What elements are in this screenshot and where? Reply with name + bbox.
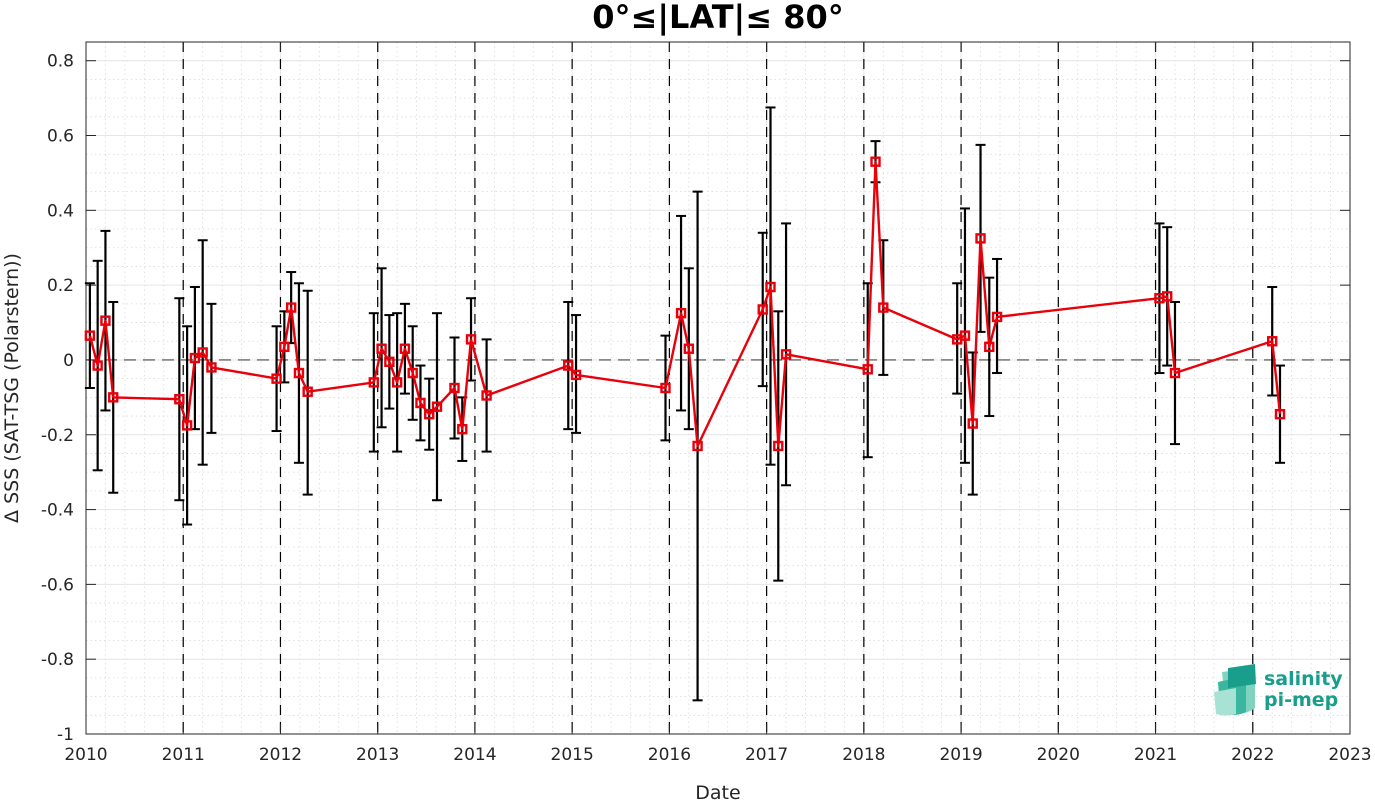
data-point-marker (415, 397, 426, 409)
x-tick-label: 2023 (1328, 745, 1371, 765)
data-point-marker (302, 386, 313, 397)
data-point-marker (683, 343, 695, 354)
data-point-marker (271, 373, 282, 384)
data-point-marker (465, 334, 477, 345)
data-point-marker (100, 315, 111, 326)
x-tick-label: 2020 (1037, 745, 1080, 765)
chart-title: 0°≤|LAT|≤ 80° (592, 0, 843, 37)
data-point-marker (279, 341, 290, 353)
data-point-marker (757, 304, 768, 315)
data-point-marker (108, 392, 119, 403)
data-point-marker (407, 367, 418, 379)
x-tick-label: 2016 (648, 745, 691, 765)
data-point-marker (206, 362, 217, 373)
x-tick-label: 2011 (162, 745, 205, 765)
data-point-marker (563, 360, 574, 371)
x-axis-label: Date (695, 782, 740, 801)
y-tick-label: -0.6 (41, 575, 74, 595)
data-point-marker (675, 307, 687, 319)
data-point-marker (84, 330, 96, 341)
logo-wave-icon (1214, 664, 1256, 716)
data-point-marker (1162, 291, 1173, 302)
y-tick-label: 0.8 (47, 52, 74, 72)
data-point-marker (862, 364, 873, 375)
y-tick-label: 0.2 (47, 276, 74, 296)
plot-area (84, 41, 1351, 735)
data-point-marker (1267, 336, 1278, 347)
logo-text-pi-mep: pi-mep (1264, 689, 1338, 711)
y-tick-label: -0.4 (41, 501, 74, 521)
data-point-marker (481, 390, 492, 401)
data-point-marker (870, 156, 881, 167)
grid (85, 41, 1351, 735)
y-axis-label: Δ SSS (SAT-TSG (Polarstern)) (1, 253, 23, 523)
data-point-marker (368, 377, 380, 388)
data-point-marker (197, 347, 208, 358)
x-tick-label: 2019 (939, 745, 982, 765)
x-tick-label: 2015 (551, 745, 594, 765)
data-point-marker (1274, 408, 1286, 420)
y-tick-label: 0.6 (47, 127, 74, 147)
data-point-marker (975, 233, 986, 244)
y-tick-label: 0 (63, 351, 74, 371)
data-markers (84, 156, 1286, 452)
x-tick-label: 2012 (259, 745, 302, 765)
data-point-marker (959, 330, 971, 341)
data-point-marker (424, 408, 435, 420)
x-tick-label: 2018 (842, 745, 885, 765)
data-point-marker (92, 360, 103, 371)
data-point-marker (878, 302, 889, 313)
data-point-marker (399, 343, 411, 354)
data-point-marker (391, 377, 403, 388)
y-tick-label: 0.4 (47, 201, 74, 221)
x-tick-label: 2022 (1231, 745, 1274, 765)
data-point-marker (189, 352, 201, 364)
data-point-marker (1169, 367, 1181, 379)
series-line-layer (88, 160, 1282, 448)
data-point-marker (967, 418, 978, 429)
y-tick-labels: 0.8 0.6 0.4 0.2 0 -0.2 -0.4 -0.6 -0.8 -1 (41, 52, 74, 745)
data-point-marker (570, 369, 582, 381)
data-point-marker (431, 401, 443, 412)
data-point-marker (449, 382, 460, 394)
x-tick-label: 2021 (1134, 745, 1177, 765)
data-point-marker (692, 440, 703, 452)
plot-background (86, 42, 1350, 734)
data-point-marker (984, 341, 995, 353)
data-point-marker (457, 423, 468, 435)
data-point-marker (384, 356, 395, 368)
series-line (88, 160, 1282, 448)
logo-text-salinity: salinity (1264, 668, 1343, 690)
data-point-marker (780, 349, 792, 360)
data-point-marker (773, 440, 784, 452)
data-point-marker (293, 367, 305, 379)
y-tick-label: -1 (57, 725, 74, 745)
data-point-marker (181, 420, 193, 431)
data-point-marker (991, 311, 1003, 323)
y-tick-label: -0.2 (41, 426, 74, 446)
x-tick-labels: 2010 2011 2012 2013 2014 2015 2016 2017 2018 2019… (64, 745, 1371, 765)
data-point-marker (660, 382, 671, 394)
x-tick-label: 2013 (356, 745, 399, 765)
x-tick-label: 2010 (64, 745, 107, 765)
data-point-marker (174, 394, 185, 405)
x-tick-label: 2017 (745, 745, 788, 765)
salinity-pi-mep-logo: salinity pi-mep (1214, 664, 1343, 716)
x-tick-label: 2014 (453, 745, 496, 765)
y-tick-label: -0.8 (41, 650, 74, 670)
data-point-marker (376, 343, 387, 354)
data-point-marker (765, 281, 776, 293)
data-point-marker (285, 302, 297, 313)
